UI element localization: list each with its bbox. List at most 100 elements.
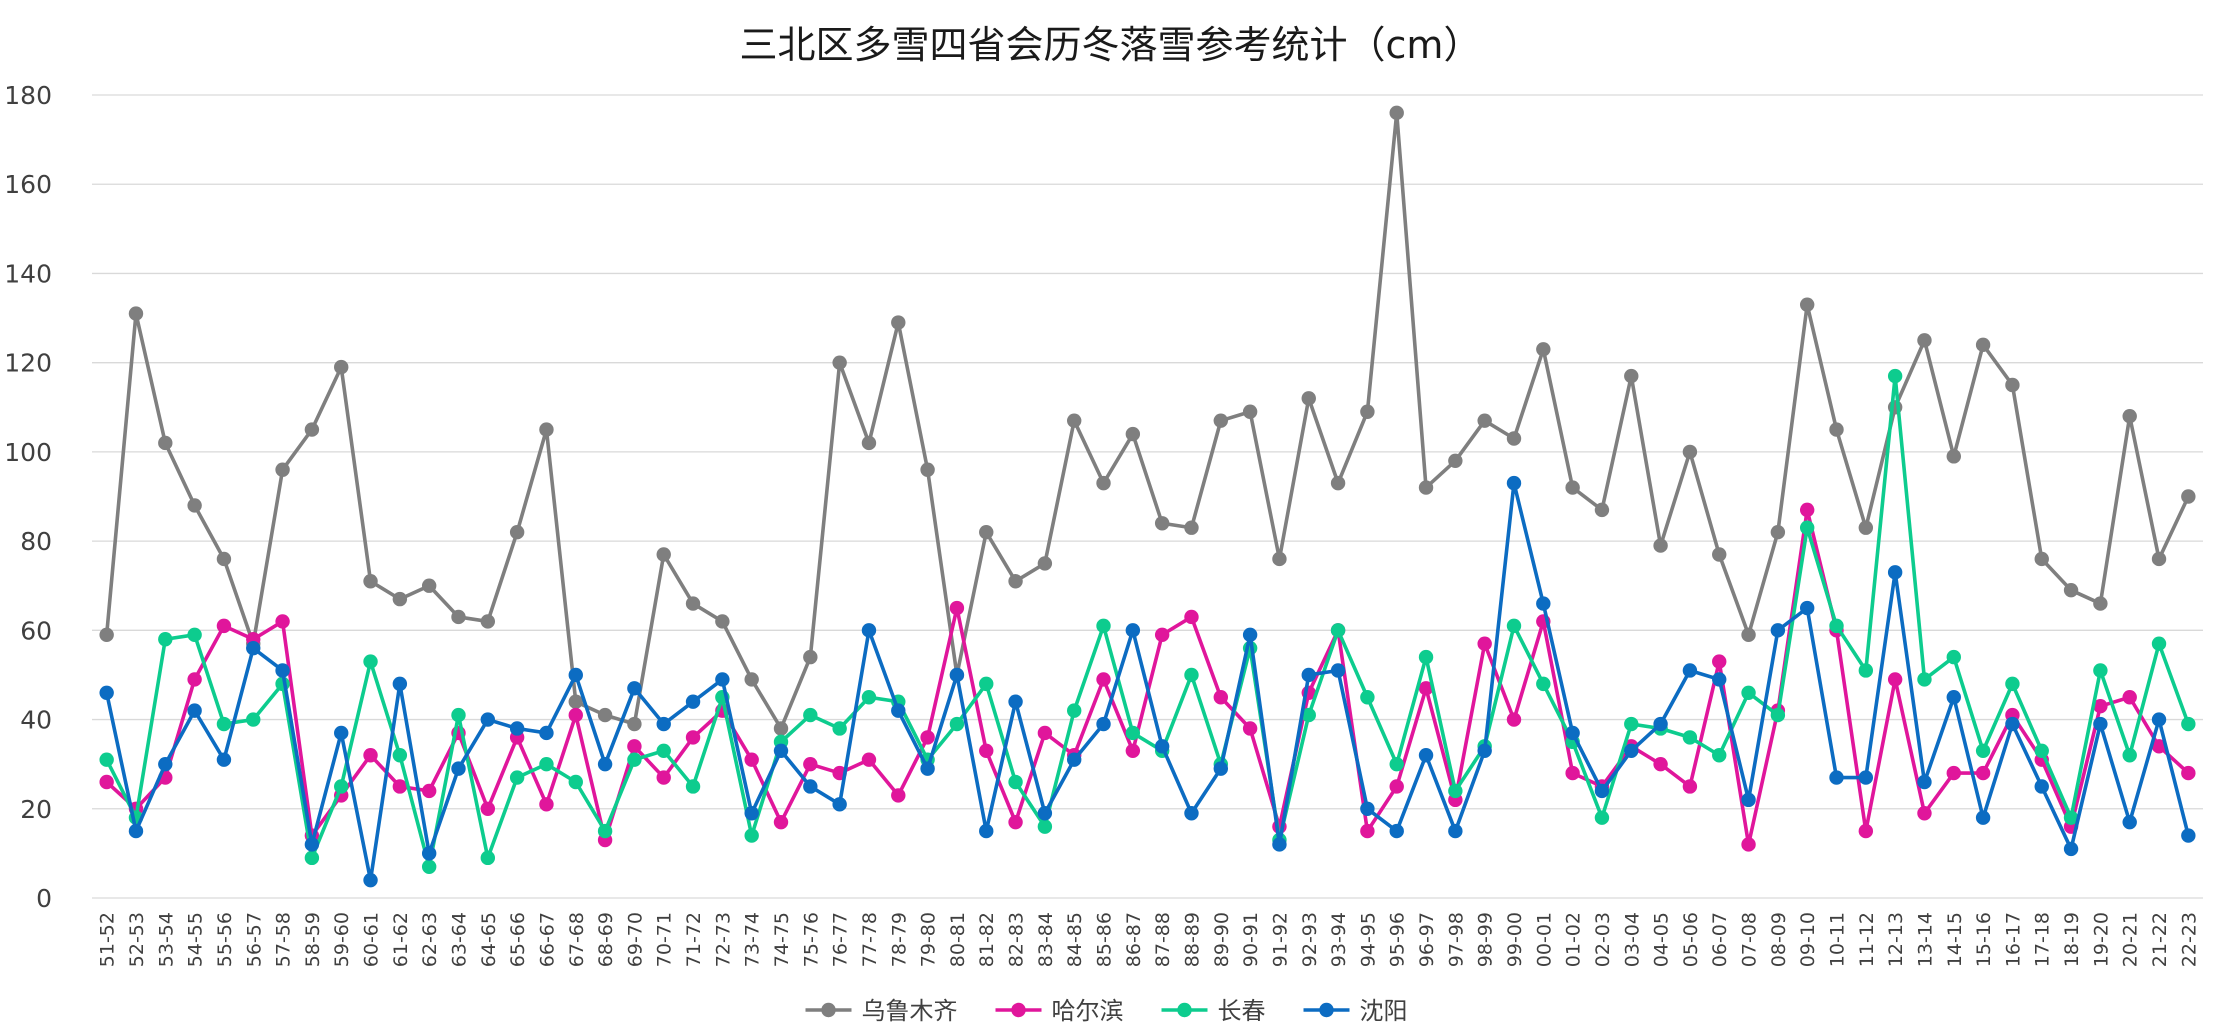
x-tick-label: 03-04: [1621, 912, 1643, 967]
data-point: [2063, 582, 2079, 598]
data-point: [1624, 368, 1639, 384]
data-point: [656, 547, 671, 562]
y-tick-label: 160: [4, 170, 52, 199]
data-point: [627, 752, 642, 767]
data-point: [1301, 391, 1316, 406]
data-point: [451, 609, 466, 625]
data-point: [2063, 841, 2079, 857]
x-tick-label: 55-56: [214, 912, 236, 967]
data-point: [1946, 765, 1961, 781]
data-point: [509, 524, 525, 540]
x-tick-label: 94-95: [1357, 912, 1379, 967]
data-point: [509, 770, 525, 785]
x-tick-label: 04-05: [1651, 912, 1673, 967]
data-point: [509, 721, 525, 736]
x-tick-label: 83-84: [1035, 912, 1057, 967]
data-point: [1125, 725, 1141, 741]
data-point: [1448, 823, 1463, 839]
data-point: [2181, 716, 2196, 732]
data-point: [2151, 739, 2167, 754]
data-point: [1477, 636, 1492, 651]
data-point: [539, 422, 554, 437]
data-point: [1946, 690, 1961, 705]
data-point: [451, 761, 466, 776]
data-point: [2005, 676, 2020, 692]
data-point: [1506, 475, 1522, 491]
x-tick-label: 12-13: [1885, 912, 1907, 967]
data-point: [158, 435, 173, 451]
data-point: [1653, 716, 1668, 732]
data-point: [1799, 600, 1815, 616]
data-point: [421, 846, 437, 861]
x-tick-label: 91-92: [1269, 912, 1291, 967]
x-tick-label: 61-62: [390, 912, 412, 967]
data-point: [1975, 743, 1991, 758]
x-tick-label: 56-57: [243, 912, 265, 967]
data-point: [1389, 779, 1404, 794]
x-tick-label: 21-22: [2149, 912, 2171, 967]
x-tick-label: 75-76: [800, 912, 822, 967]
chart-title: 三北区多雪四省会历冬落雪参考统计（cm）: [739, 23, 1482, 67]
data-point: [1154, 627, 1170, 642]
data-point: [803, 756, 818, 772]
data-point: [1330, 475, 1346, 491]
data-point: [2034, 743, 2049, 758]
data-point: [1741, 837, 1756, 852]
data-point: [304, 850, 320, 866]
data-point: [480, 850, 496, 866]
data-point: [1418, 681, 1434, 696]
data-point: [1360, 690, 1375, 705]
data-point: [2151, 636, 2167, 651]
data-point: [1389, 823, 1404, 839]
data-point: [1770, 623, 1786, 638]
data-point: [2005, 377, 2020, 393]
data-point: [803, 649, 818, 665]
legend-marker: [1177, 1002, 1192, 1018]
data-point: [715, 672, 730, 687]
data-point: [187, 627, 202, 642]
data-point: [1858, 770, 1874, 785]
legend-item: 长春: [1161, 997, 1266, 1025]
data-point: [1213, 413, 1228, 428]
legend-marker: [1319, 1002, 1334, 1018]
data-point: [1037, 556, 1053, 571]
data-point: [861, 435, 877, 451]
x-tick-label: 86-87: [1123, 912, 1145, 967]
data-point: [2005, 716, 2020, 732]
data-point: [1858, 663, 1874, 678]
data-point: [334, 725, 349, 741]
data-point: [773, 721, 789, 736]
data-point: [1624, 716, 1639, 732]
data-point: [334, 359, 349, 375]
data-point: [304, 837, 320, 852]
data-point: [1682, 730, 1698, 745]
x-tick-label: 67-68: [566, 912, 588, 967]
data-point: [2063, 810, 2079, 825]
data-point: [920, 730, 935, 745]
x-tick-label: 74-75: [771, 912, 793, 967]
x-tick-label: 11-12: [1856, 912, 1878, 967]
data-point: [187, 703, 202, 718]
data-point: [1829, 770, 1844, 785]
data-point: [832, 721, 847, 736]
data-point: [1008, 774, 1023, 790]
data-point: [1858, 823, 1874, 839]
data-point: [1096, 475, 1111, 491]
data-point: [1418, 748, 1434, 763]
data-point: [1184, 667, 1199, 683]
data-point: [1008, 694, 1023, 709]
data-point: [539, 797, 554, 812]
data-point: [685, 730, 701, 745]
legend-label: 乌鲁木齐: [862, 997, 958, 1025]
data-point: [421, 578, 437, 593]
data-point: [1389, 756, 1404, 772]
data-point: [979, 743, 994, 758]
data-point: [2151, 712, 2167, 727]
x-tick-label: 87-88: [1152, 912, 1174, 967]
series-0: [99, 105, 2196, 736]
x-tick-label: 66-67: [536, 912, 558, 967]
data-point: [421, 783, 437, 799]
data-point: [861, 752, 877, 767]
y-tick-label: 180: [4, 81, 52, 110]
data-point: [1272, 837, 1287, 852]
